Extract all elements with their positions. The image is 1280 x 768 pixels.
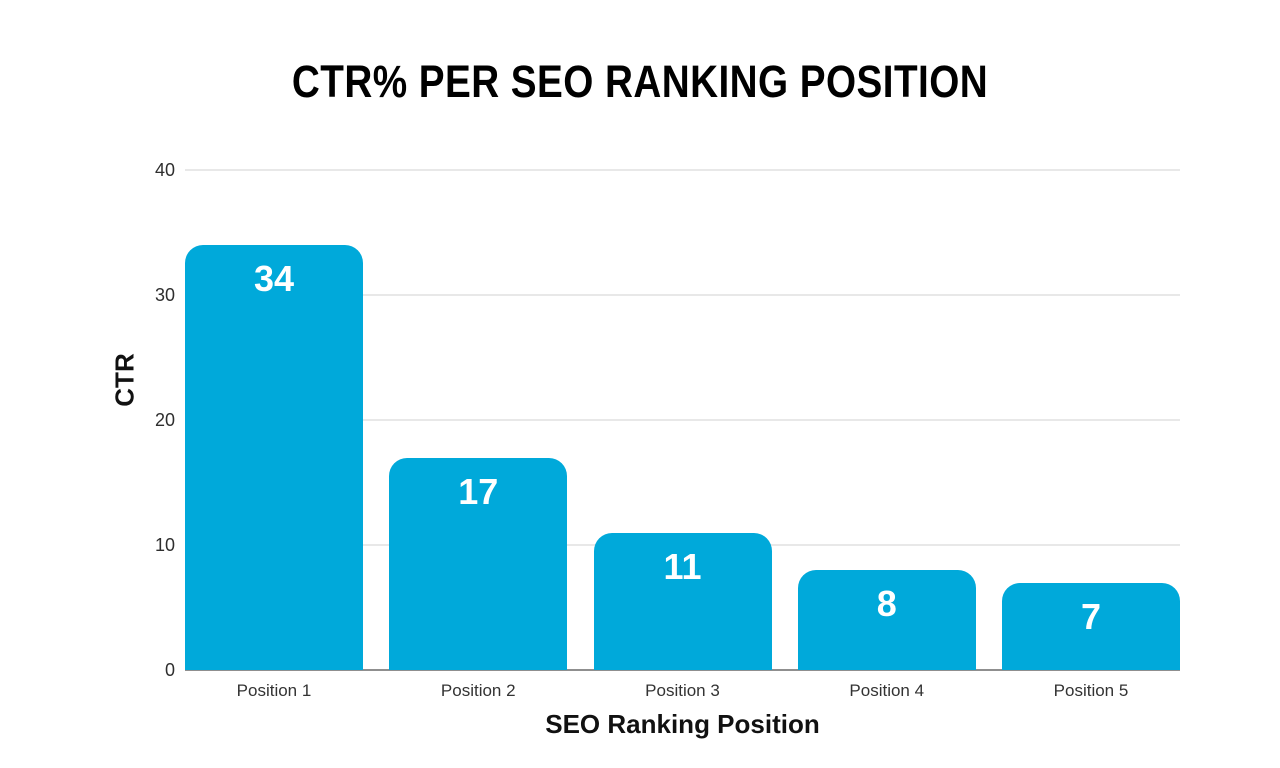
x-axis-tick-row: Position 1 Position 2 Position 3 Positio… bbox=[185, 681, 1180, 701]
y-tick-label-40: 40 bbox=[154, 160, 175, 180]
bar-value-label: 17 bbox=[458, 470, 499, 512]
x-axis-title: SEO Ranking Position bbox=[545, 709, 820, 739]
chart-title: CTR% PER SEO RANKING POSITION bbox=[291, 56, 989, 107]
plot-area: 34 17 11 8 7 bbox=[185, 170, 1180, 670]
x-tick-label-position-1: Position 1 bbox=[236, 681, 312, 700]
bar-value-label: 34 bbox=[253, 258, 295, 299]
bar-value-label: 7 bbox=[1080, 595, 1102, 637]
gridline-40 bbox=[185, 169, 1180, 171]
gridline-30 bbox=[185, 294, 1180, 296]
bar-position-2: 17 bbox=[389, 457, 568, 670]
gridline-20 bbox=[185, 419, 1180, 421]
bar-value-label: 11 bbox=[663, 545, 702, 587]
bar-position-1: 34 bbox=[185, 245, 363, 670]
x-tick-label-position-5: Position 5 bbox=[1053, 681, 1129, 700]
y-axis-title: CTR bbox=[109, 353, 140, 407]
bar-value-label: 8 bbox=[876, 583, 897, 624]
bar-position-3: 11 bbox=[593, 532, 772, 670]
x-tick-label-position-4: Position 4 bbox=[849, 681, 925, 700]
bar-position-4: 8 bbox=[797, 570, 976, 670]
y-tick-label-30: 30 bbox=[154, 285, 175, 305]
x-axis-line bbox=[185, 669, 1180, 671]
y-tick-label-20: 20 bbox=[154, 410, 175, 430]
bar-position-5: 7 bbox=[1002, 582, 1180, 670]
x-tick-label-position-3: Position 3 bbox=[645, 681, 720, 700]
x-tick-label-position-2: Position 2 bbox=[440, 681, 516, 700]
y-tick-label-10: 10 bbox=[154, 535, 175, 555]
y-tick-label-0: 0 bbox=[164, 660, 175, 680]
